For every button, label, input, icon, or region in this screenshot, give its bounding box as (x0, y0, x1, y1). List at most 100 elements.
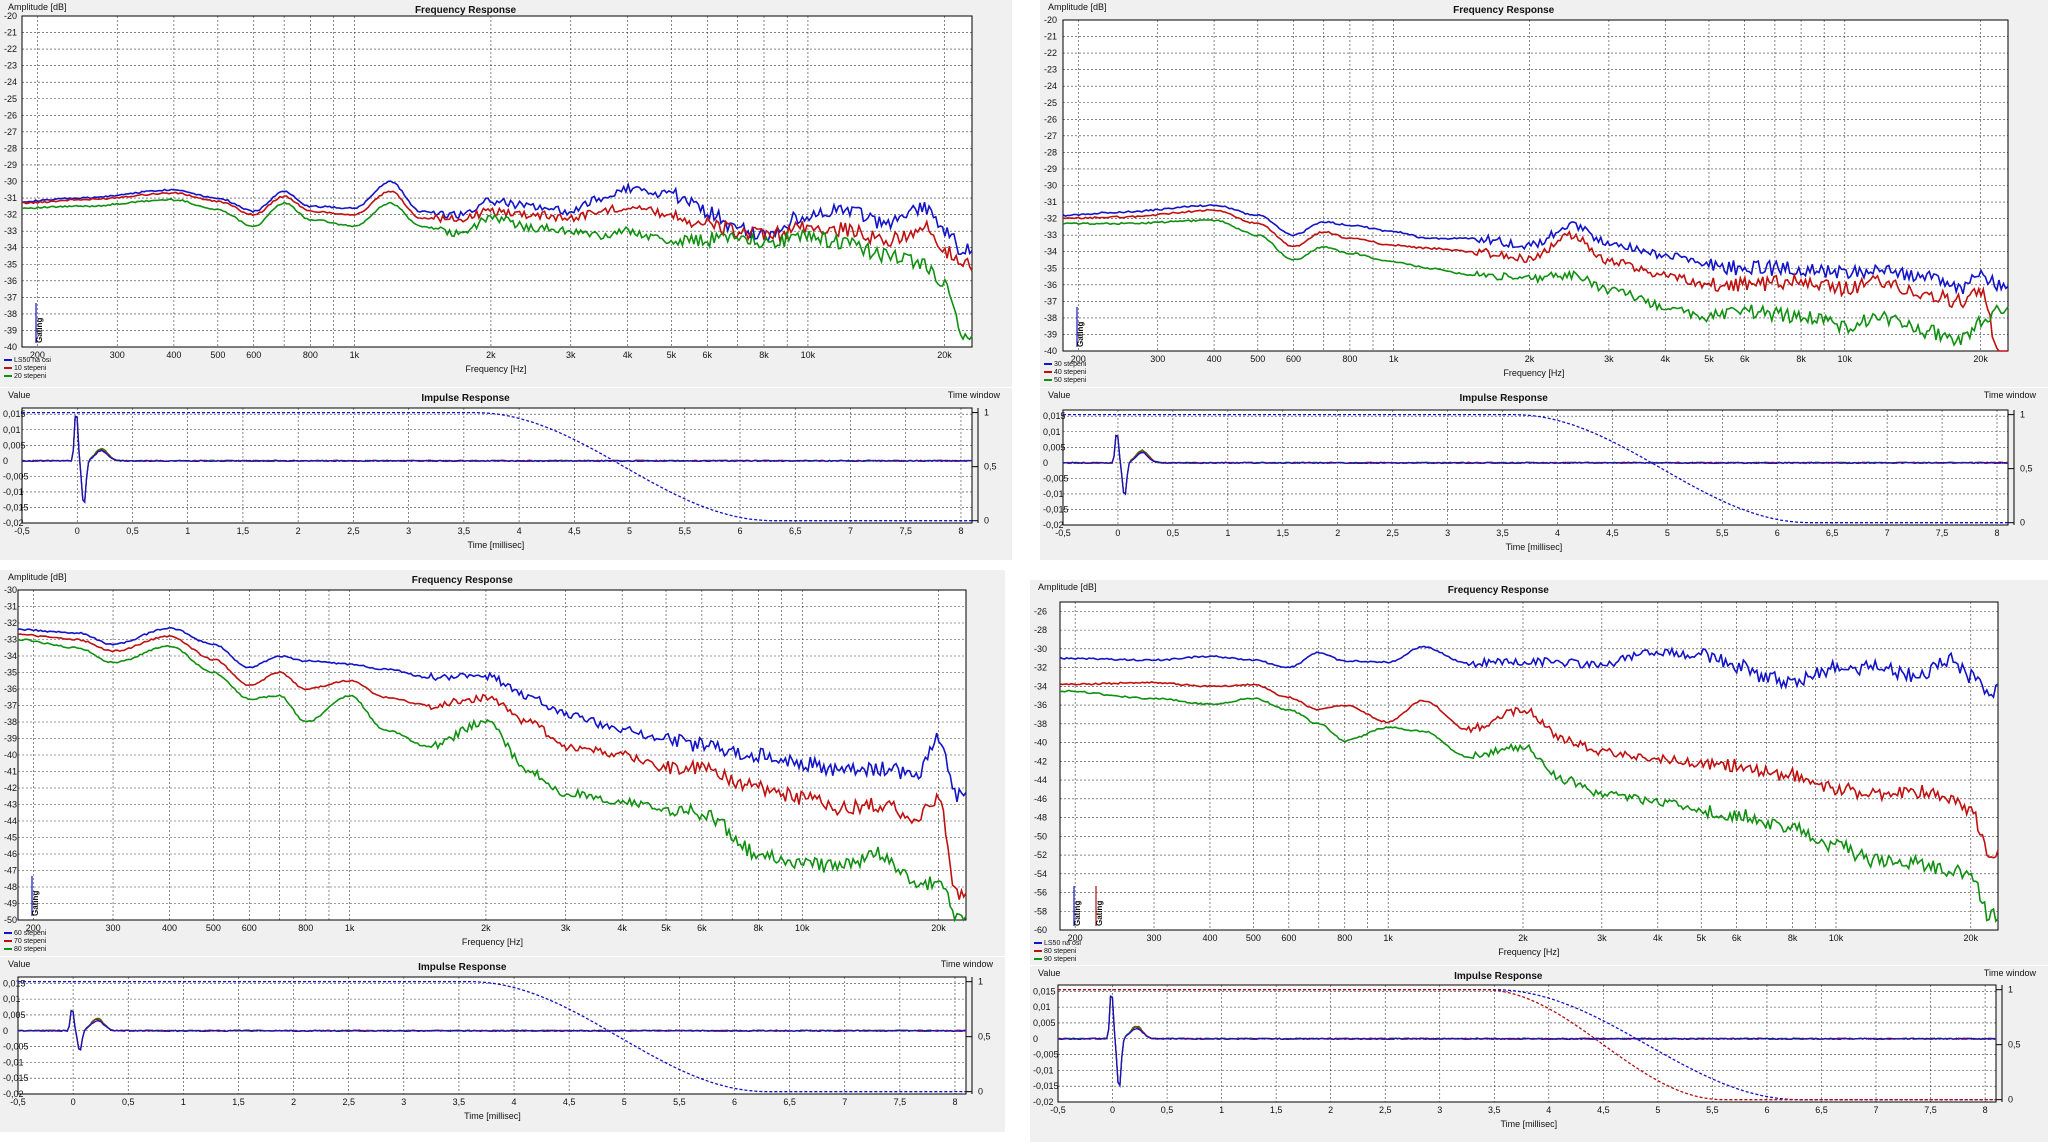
frequency-plot-area (18, 590, 966, 920)
x-tick-label: 200 (1068, 933, 1083, 943)
time-window-curve (22, 411, 972, 522)
y-tick-label: -39 (4, 734, 17, 744)
y-tick-label: -38 (4, 717, 17, 727)
impulse-x-tick-label: 8 (952, 1097, 957, 1107)
impulse-x-tick-label: 0,5 (1167, 528, 1180, 538)
impulse-x-tick-label: 4,5 (1606, 528, 1619, 538)
window-y-tick-label: 0 (2008, 1095, 2013, 1105)
y-tick-label: -22 (4, 44, 17, 54)
y-tick-label: -49 (4, 899, 17, 909)
x-tick-label: 300 (1150, 354, 1165, 364)
impulse-x-tick-label: -0,5 (1055, 528, 1071, 538)
y-tick-label: -34 (1044, 247, 1057, 257)
impulse-x-axis-label: Time [millisec] (464, 1111, 521, 1121)
impulse-x-tick-label: 6 (1775, 528, 1780, 538)
impulse-x-tick-label: 3 (406, 526, 411, 536)
legend-label: 80 stepeni (1044, 948, 1077, 955)
legend-label: 40 stepeni (1054, 369, 1087, 376)
y-tick-label: -43 (4, 800, 17, 810)
x-tick-label: 800 (1337, 933, 1352, 943)
impulse-chart-title: Impulse Response (1454, 971, 1543, 982)
x-tick-label: 400 (166, 350, 181, 360)
x-tick-label: 1k (350, 350, 360, 360)
impulse-x-tick-label: 3 (401, 1097, 406, 1107)
frequency-plot-border (1062, 19, 2009, 352)
x-tick-label: 200 (1071, 354, 1086, 364)
y-tick-label: -37 (4, 701, 17, 711)
x-tick-label: 20k (937, 350, 952, 360)
x-tick-label: 10k (1838, 354, 1853, 364)
x-tick-label: 6k (697, 923, 707, 933)
y-tick-label: -58 (1034, 906, 1047, 916)
impulse-x-tick-label: 4,5 (1597, 1105, 1610, 1115)
impulse-y-tick-label: 0,01 (3, 994, 21, 1004)
impulse-x-tick-label: 3,5 (453, 1097, 466, 1107)
y-tick-label: -31 (4, 602, 17, 612)
impulse-x-tick-label: 3,5 (1488, 1105, 1501, 1115)
series-line-80-stepeni (1059, 681, 1999, 859)
y-tick-label: -40 (4, 342, 17, 352)
impulse-plot-border (1057, 984, 1997, 1103)
series-line-10-stepeni (21, 190, 973, 272)
impulse-x-tick-label: 3,5 (458, 526, 471, 536)
impulse-y-tick-label: 0,01 (1043, 427, 1061, 437)
impulse-x-tick-label: 2 (291, 1097, 296, 1107)
impulse-x-tick-label: 6,5 (1826, 528, 1839, 538)
impulse-y-tick-label: -0,015 (3, 502, 29, 512)
y-tick-label: -36 (4, 684, 17, 694)
impulse-x-tick-label: 4 (1546, 1105, 1551, 1115)
legend-label: 90 stepeni (1044, 956, 1077, 963)
gating-label: Gating (35, 318, 44, 343)
impulse-x-tick-label: 6,5 (1815, 1105, 1828, 1115)
impulse-y-tick-label: -0,01 (1043, 489, 1064, 499)
impulse-x-tick-label: 0,5 (1161, 1105, 1174, 1115)
x-tick-label: 400 (1202, 933, 1217, 943)
y-tick-label: -41 (4, 767, 17, 777)
frequency-chart-title: Frequency Response (1453, 5, 1555, 16)
y-tick-label: -30 (1044, 181, 1057, 191)
y-tick-label: -26 (4, 110, 17, 120)
frequency-chart-title: Frequency Response (412, 575, 514, 586)
frequency-x-axis-label: Frequency [Hz] (1498, 947, 1559, 957)
impulse-y-axis-label: Value (8, 959, 30, 969)
impulse-y-tick-label: -0,02 (1033, 1097, 1054, 1107)
impulse-x-tick-label: 1 (181, 1097, 186, 1107)
y-tick-label: -47 (4, 866, 17, 876)
y-tick-label: -40 (4, 750, 17, 760)
legend-label: 50 stepeni (1054, 377, 1087, 384)
impulse-x-tick-label: -0,5 (1050, 1105, 1066, 1115)
impulse-x-tick-label: 4 (512, 1097, 517, 1107)
legend-label: 10 stepeni (14, 365, 47, 372)
impulse-chart-title: Impulse Response (418, 962, 507, 973)
impulse-plot-border (21, 407, 973, 524)
x-tick-label: 400 (1207, 354, 1222, 364)
frequency-response-chart: -20 -21 -22 -23 -24 -25 -26 -27 -28 -29 -30 -31 -32 -… (0, 0, 1012, 387)
impulse-plot-area (22, 408, 972, 523)
impulse-x-tick-label: 5,5 (1706, 1105, 1719, 1115)
y-tick-label: -38 (4, 309, 17, 319)
y-tick-label: -39 (4, 325, 17, 335)
x-tick-label: 5k (667, 350, 677, 360)
frequency-plot-area (1060, 602, 1998, 930)
gating-label: Gating (1073, 901, 1082, 926)
x-tick-label: 500 (206, 923, 221, 933)
series-line-70-stepeni (17, 633, 967, 900)
impulse-trace-blue (1063, 434, 2009, 496)
y-tick-label: -37 (1044, 296, 1057, 306)
y-tick-label: -21 (4, 28, 17, 38)
window-y-tick-label: 0,5 (2008, 1040, 2021, 1050)
y-tick-label: -36 (1044, 280, 1057, 290)
x-tick-label: 20k (931, 923, 946, 933)
impulse-y-tick-label: 0 (3, 456, 8, 466)
impulse-y-tick-label: -0,01 (3, 487, 24, 497)
x-tick-label: 3k (566, 350, 576, 360)
frequency-response-chart: -20 -21 -22 -23 -24 -25 -26 -27 -28 -29 -30 -31 -32 -… (1040, 0, 2048, 387)
window-y-tick-label: 0,5 (978, 1032, 991, 1042)
y-tick-label: -40 (1044, 346, 1057, 356)
impulse-x-tick-label: 4 (1555, 528, 1560, 538)
x-tick-label: 300 (106, 923, 121, 933)
impulse-x-tick-label: 4 (517, 526, 522, 536)
y-tick-label: -26 (1044, 114, 1057, 124)
impulse-x-tick-label: 1 (1219, 1105, 1224, 1115)
impulse-x-tick-label: 2,5 (1379, 1105, 1392, 1115)
